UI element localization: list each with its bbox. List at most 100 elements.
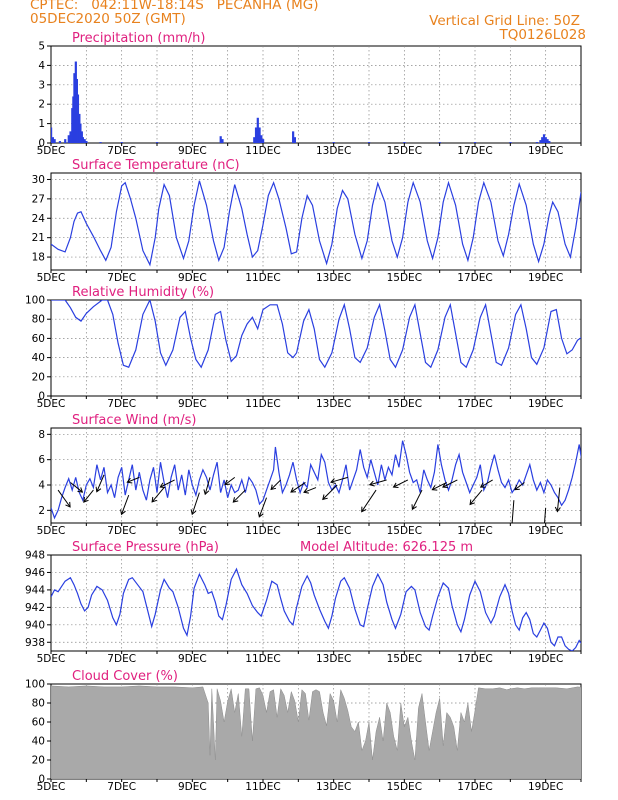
y-tick-label: 40 (32, 736, 45, 748)
y-tick-label: 100 (25, 679, 45, 691)
wind-arrow-head (151, 496, 157, 503)
y-tick-label: 60 (32, 717, 45, 729)
x-tick-label: 11DEC (245, 398, 280, 410)
wind-arrow (322, 484, 338, 500)
precip-bar (79, 123, 82, 143)
wind-arrow (514, 482, 525, 491)
y-tick-label: 940 (25, 619, 45, 631)
panel-title: Surface Wind (m/s) (72, 413, 196, 428)
precip-bar (120, 142, 123, 143)
y-tick-label: 1 (38, 118, 45, 130)
x-tick-label: 11DEC (245, 525, 280, 537)
wind-arrow-head (431, 485, 438, 491)
precip-bar (544, 137, 547, 143)
precip-bar (221, 139, 224, 143)
y-tick-label: 80 (32, 314, 45, 326)
wind-arrow (303, 487, 317, 493)
y-tick-label: 942 (25, 602, 45, 614)
precip-bar (403, 142, 406, 143)
y-tick-label: 27 (32, 193, 45, 205)
plot-frame (50, 299, 582, 397)
y-tick-label: 3 (38, 79, 45, 91)
wind-arrow (232, 489, 246, 503)
x-tick-label: 17DEC (457, 145, 492, 157)
wind-arrow-head (83, 497, 89, 503)
precip-bar (541, 137, 544, 143)
precip-bar (292, 131, 295, 143)
wind-arrow-head (232, 497, 239, 503)
wind-arrow (290, 482, 306, 493)
x-tick-label: 5DEC (37, 781, 66, 793)
wind-arrow-head (190, 509, 197, 516)
precip-bar (67, 135, 70, 143)
x-tick-label: 5DEC (37, 653, 66, 665)
wind-arrow (127, 476, 140, 483)
y-tick-label: 938 (25, 637, 45, 649)
y-tick-label: 24 (32, 213, 46, 225)
precip-bar (51, 127, 53, 143)
plot-frame (50, 427, 582, 524)
wind-arrow (204, 477, 211, 495)
precip-bar (69, 131, 72, 143)
wind-arrow-head (290, 487, 297, 493)
precip-bar (474, 142, 477, 143)
wind-arrow-head (392, 482, 399, 488)
x-tick-label: 17DEC (457, 272, 492, 284)
plot-frame (50, 172, 582, 271)
x-tick-label: 15DEC (387, 145, 422, 157)
wind-arrow-head (411, 504, 417, 511)
x-tick-label: 13DEC (316, 525, 351, 537)
wind-arrow (393, 479, 409, 488)
precip-bar (258, 127, 261, 143)
wind-arrow (57, 489, 71, 508)
wind-arrow-head (509, 527, 514, 532)
x-tick-label: 5DEC (37, 272, 66, 284)
precip-bar (51, 137, 54, 143)
vertical-grid-note: Vertical Grid Line: 50Z (429, 13, 580, 29)
panel-annotation: Model Altitude: 626.125 m (300, 540, 473, 555)
wind-arrow (191, 492, 200, 515)
x-tick-label: 7DEC (107, 525, 136, 537)
y-tick-label: 18 (32, 252, 45, 264)
x-tick-label: 19DEC (528, 525, 563, 537)
wind-arrow (442, 479, 458, 488)
plot-frame (50, 45, 582, 144)
x-tick-label: 13DEC (316, 398, 351, 410)
x-tick-label: 11DEC (245, 781, 280, 793)
y-tick-label: 946 (25, 567, 45, 579)
y-tick-label: 20 (32, 755, 45, 767)
panel-title: Cloud Cover (%) (72, 669, 178, 684)
wind-arrow-head (257, 511, 264, 518)
x-tick-label: 17DEC (457, 525, 492, 537)
wind-arrow-head (361, 506, 367, 513)
wind-arrow-head (514, 484, 520, 491)
y-tick-label: 8 (38, 429, 45, 441)
wind-arrow-head (554, 506, 561, 513)
wind-arrow-head (224, 479, 231, 486)
wind-arrow (121, 494, 130, 515)
series-line (51, 180, 581, 267)
precip-bar (260, 135, 263, 143)
x-tick-label: 15DEC (387, 272, 422, 284)
y-tick-label: 30 (32, 174, 45, 186)
y-tick-label: 4 (38, 480, 45, 492)
wind-arrow (543, 507, 547, 523)
series-line (51, 300, 581, 369)
x-tick-label: 9DEC (178, 145, 207, 157)
precip-bar (539, 140, 542, 143)
x-tick-label: 19DEC (528, 272, 563, 284)
x-tick-label: 7DEC (107, 398, 136, 410)
panel-title: Precipitation (mm/h) (72, 31, 205, 46)
y-tick-label: 4 (38, 60, 45, 72)
wind-arrow-head (203, 489, 210, 496)
wind-arrow (70, 482, 83, 493)
wind-arrow (556, 487, 561, 512)
wind-arrow (511, 500, 515, 523)
x-tick-label: 7DEC (107, 781, 136, 793)
x-tick-label: 5DEC (37, 145, 66, 157)
precip-bar (76, 94, 80, 143)
y-tick-label: 20 (32, 371, 45, 383)
wind-arrow (369, 479, 387, 486)
model-id: TQ0126L028 (499, 27, 586, 43)
wind-arrow-head (442, 482, 448, 488)
